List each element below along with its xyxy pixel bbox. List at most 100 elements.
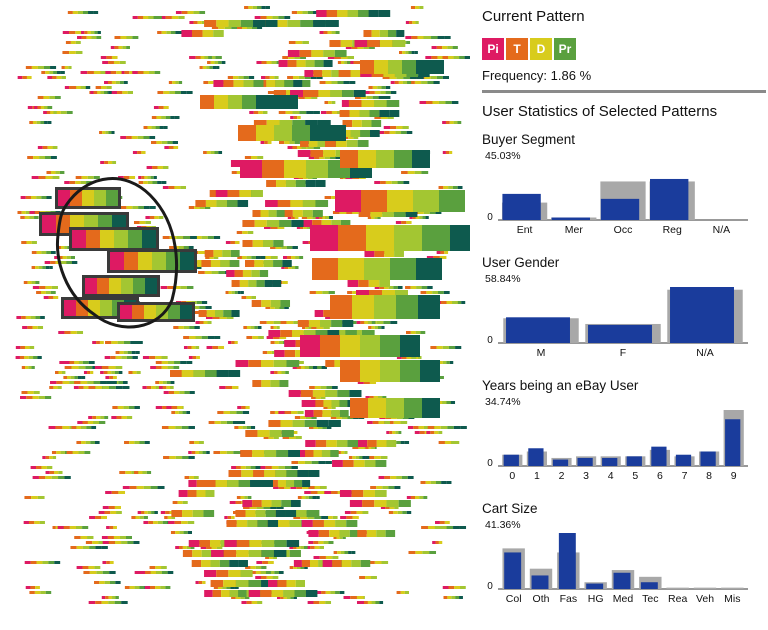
- pattern-cell: [101, 596, 106, 599]
- pattern-cell: [242, 500, 253, 507]
- pattern-cell: [323, 326, 330, 329]
- bar-selected-7[interactable]: [675, 454, 692, 466]
- bar-selected-1[interactable]: [528, 448, 544, 466]
- bar-selected-4[interactable]: [602, 457, 618, 466]
- pattern-cell: [41, 291, 46, 294]
- pattern-cell: [21, 366, 26, 369]
- bar-selected-8[interactable]: [700, 451, 716, 466]
- pattern-cell: [202, 30, 214, 37]
- bar-overall-veh[interactable]: [693, 587, 717, 589]
- pattern-cell: [443, 596, 448, 599]
- pattern-cell: [388, 511, 394, 514]
- pattern-token-list: Pi T D Pr: [482, 38, 576, 60]
- pattern-token-t[interactable]: T: [506, 38, 528, 60]
- pattern-cell: [402, 126, 409, 129]
- pattern-cell: [223, 80, 234, 87]
- bar-overall-mis[interactable]: [721, 587, 744, 589]
- pattern-cell: [210, 540, 221, 547]
- pattern-cell: [316, 496, 320, 499]
- bar-selected-ent[interactable]: [502, 193, 541, 220]
- pattern-cell: [163, 91, 170, 94]
- bar-selected-med[interactable]: [613, 572, 631, 589]
- pattern-cell: [202, 451, 207, 454]
- pattern-cell: [314, 516, 322, 519]
- pattern-cell: [81, 426, 87, 429]
- pattern-cell: [162, 386, 167, 389]
- bar-selected-tec[interactable]: [640, 582, 658, 589]
- pattern-cell: [104, 581, 110, 584]
- bar-selected-3[interactable]: [577, 457, 593, 466]
- pattern-cell: [310, 125, 328, 141]
- bar-selected-fas[interactable]: [558, 533, 576, 589]
- bar-selected-5[interactable]: [626, 456, 642, 466]
- pattern-cell: [367, 601, 372, 604]
- bar-selected-0[interactable]: [503, 454, 519, 466]
- pattern-mosaic-canvas[interactable]: [0, 0, 478, 625]
- pattern-cell: [150, 141, 157, 144]
- pattern-cell: [20, 396, 27, 399]
- bar-selected-9[interactable]: [725, 419, 741, 466]
- pattern-cell: [331, 491, 338, 494]
- pattern-cell: [114, 371, 119, 374]
- bar-overall-rea[interactable]: [666, 587, 689, 589]
- pattern-cell: [83, 371, 88, 374]
- pattern-cell: [361, 330, 375, 337]
- pattern-cell: [273, 336, 280, 339]
- pattern-token-pr[interactable]: Pr: [554, 38, 576, 60]
- lasso-selection[interactable]: [55, 177, 178, 329]
- bar-selected-6[interactable]: [651, 446, 667, 466]
- pattern-cell: [59, 171, 65, 174]
- pattern-cell: [56, 451, 61, 454]
- pattern-cell: [246, 256, 252, 259]
- bar-selected-2[interactable]: [552, 459, 569, 466]
- pattern-cell: [172, 501, 178, 504]
- pattern-cell: [281, 371, 286, 374]
- pattern-cell: [313, 556, 320, 559]
- pattern-cell: [284, 160, 306, 178]
- pattern-token-pi[interactable]: Pi: [482, 38, 504, 60]
- pattern-cell: [229, 501, 236, 504]
- bar-selected-m[interactable]: [506, 317, 570, 343]
- bar-selected-oth[interactable]: [531, 575, 549, 589]
- pattern-cell: [87, 71, 94, 74]
- pattern-cell: [286, 321, 294, 324]
- pattern-token-d[interactable]: D: [530, 38, 552, 60]
- pattern-cell: [141, 511, 145, 514]
- pattern-cell: [34, 106, 38, 109]
- bar-selected-col[interactable]: [504, 552, 522, 589]
- pattern-cell: [336, 416, 342, 419]
- pattern-cell: [176, 236, 184, 239]
- pattern-mosaic[interactable]: [0, 0, 478, 625]
- bar-selected-na[interactable]: [670, 287, 734, 343]
- bar-selected-f[interactable]: [588, 324, 652, 343]
- bar-selected-occ[interactable]: [600, 198, 640, 220]
- pattern-cell: [191, 346, 196, 349]
- pattern-cell: [188, 451, 192, 454]
- pattern-cell: [396, 295, 418, 319]
- bar-selected-hg[interactable]: [586, 583, 604, 589]
- pattern-cell: [450, 401, 456, 404]
- pattern-cell: [369, 130, 380, 137]
- pattern-cell: [372, 421, 379, 424]
- pattern-cell: [248, 550, 262, 557]
- pattern-cell: [336, 440, 348, 447]
- pattern-cell: [293, 560, 302, 567]
- pattern-cell: [234, 586, 239, 589]
- pattern-cell: [60, 71, 65, 74]
- bar-selected-reg[interactable]: [650, 178, 689, 220]
- pattern-cell: [31, 266, 36, 269]
- pattern-cell: [380, 335, 400, 357]
- pattern-cell: [136, 486, 144, 489]
- pattern-cell: [401, 171, 408, 174]
- pattern-cell: [396, 441, 401, 444]
- pattern-cell: [439, 521, 445, 524]
- pattern-cell: [187, 531, 193, 534]
- pattern-cell: [236, 171, 243, 174]
- pattern-cell: [216, 570, 229, 577]
- bar-selected-mer[interactable]: [551, 217, 590, 220]
- pattern-cell: [222, 250, 231, 257]
- pattern-cell: [279, 321, 287, 324]
- pattern-cell: [347, 56, 355, 59]
- pattern-cell: [111, 491, 119, 494]
